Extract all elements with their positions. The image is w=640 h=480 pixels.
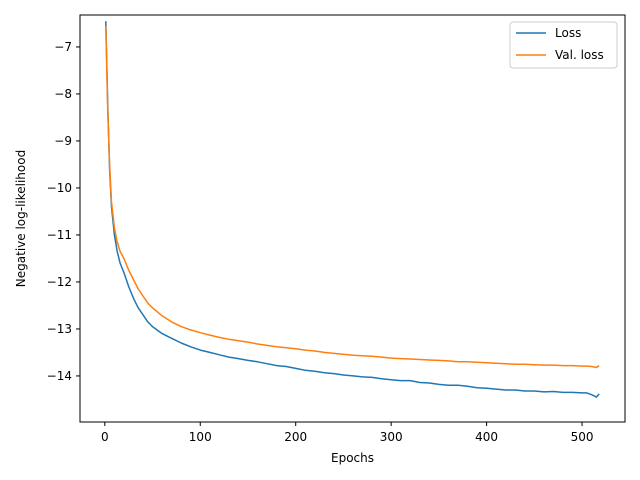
legend-label-0: Loss bbox=[555, 26, 581, 40]
x-tick-label: 500 bbox=[571, 430, 594, 444]
x-tick-label: 0 bbox=[101, 430, 109, 444]
x-axis-ticks: 0 100 200 300 400 500 bbox=[101, 422, 594, 444]
series-line-0 bbox=[105, 21, 600, 398]
y-tick-label: −8 bbox=[54, 87, 72, 101]
x-tick-label: 200 bbox=[284, 430, 307, 444]
x-axis-title: Epochs bbox=[331, 451, 374, 465]
y-tick-label: −11 bbox=[47, 228, 72, 242]
y-tick-label: −12 bbox=[47, 275, 72, 289]
y-tick-label: −9 bbox=[54, 134, 72, 148]
y-tick-label: −10 bbox=[47, 181, 72, 195]
series-line-1 bbox=[105, 25, 600, 369]
y-tick-label: −13 bbox=[47, 322, 72, 336]
plot-lines bbox=[105, 21, 600, 398]
y-axis-ticks: −7 −8 −9 −10 −11 −12 −13 −14 bbox=[47, 40, 80, 383]
y-tick-label: −14 bbox=[47, 369, 72, 383]
y-axis-title: Negative log-likelihood bbox=[14, 150, 28, 287]
legend: Loss Val. loss bbox=[509, 21, 618, 69]
plot-frame bbox=[79, 14, 626, 423]
y-tick-label: −7 bbox=[54, 40, 72, 54]
x-tick-label: 300 bbox=[380, 430, 403, 444]
legend-label-1: Val. loss bbox=[555, 48, 604, 62]
x-tick-label: 400 bbox=[475, 430, 498, 444]
x-tick-label: 100 bbox=[189, 430, 212, 444]
